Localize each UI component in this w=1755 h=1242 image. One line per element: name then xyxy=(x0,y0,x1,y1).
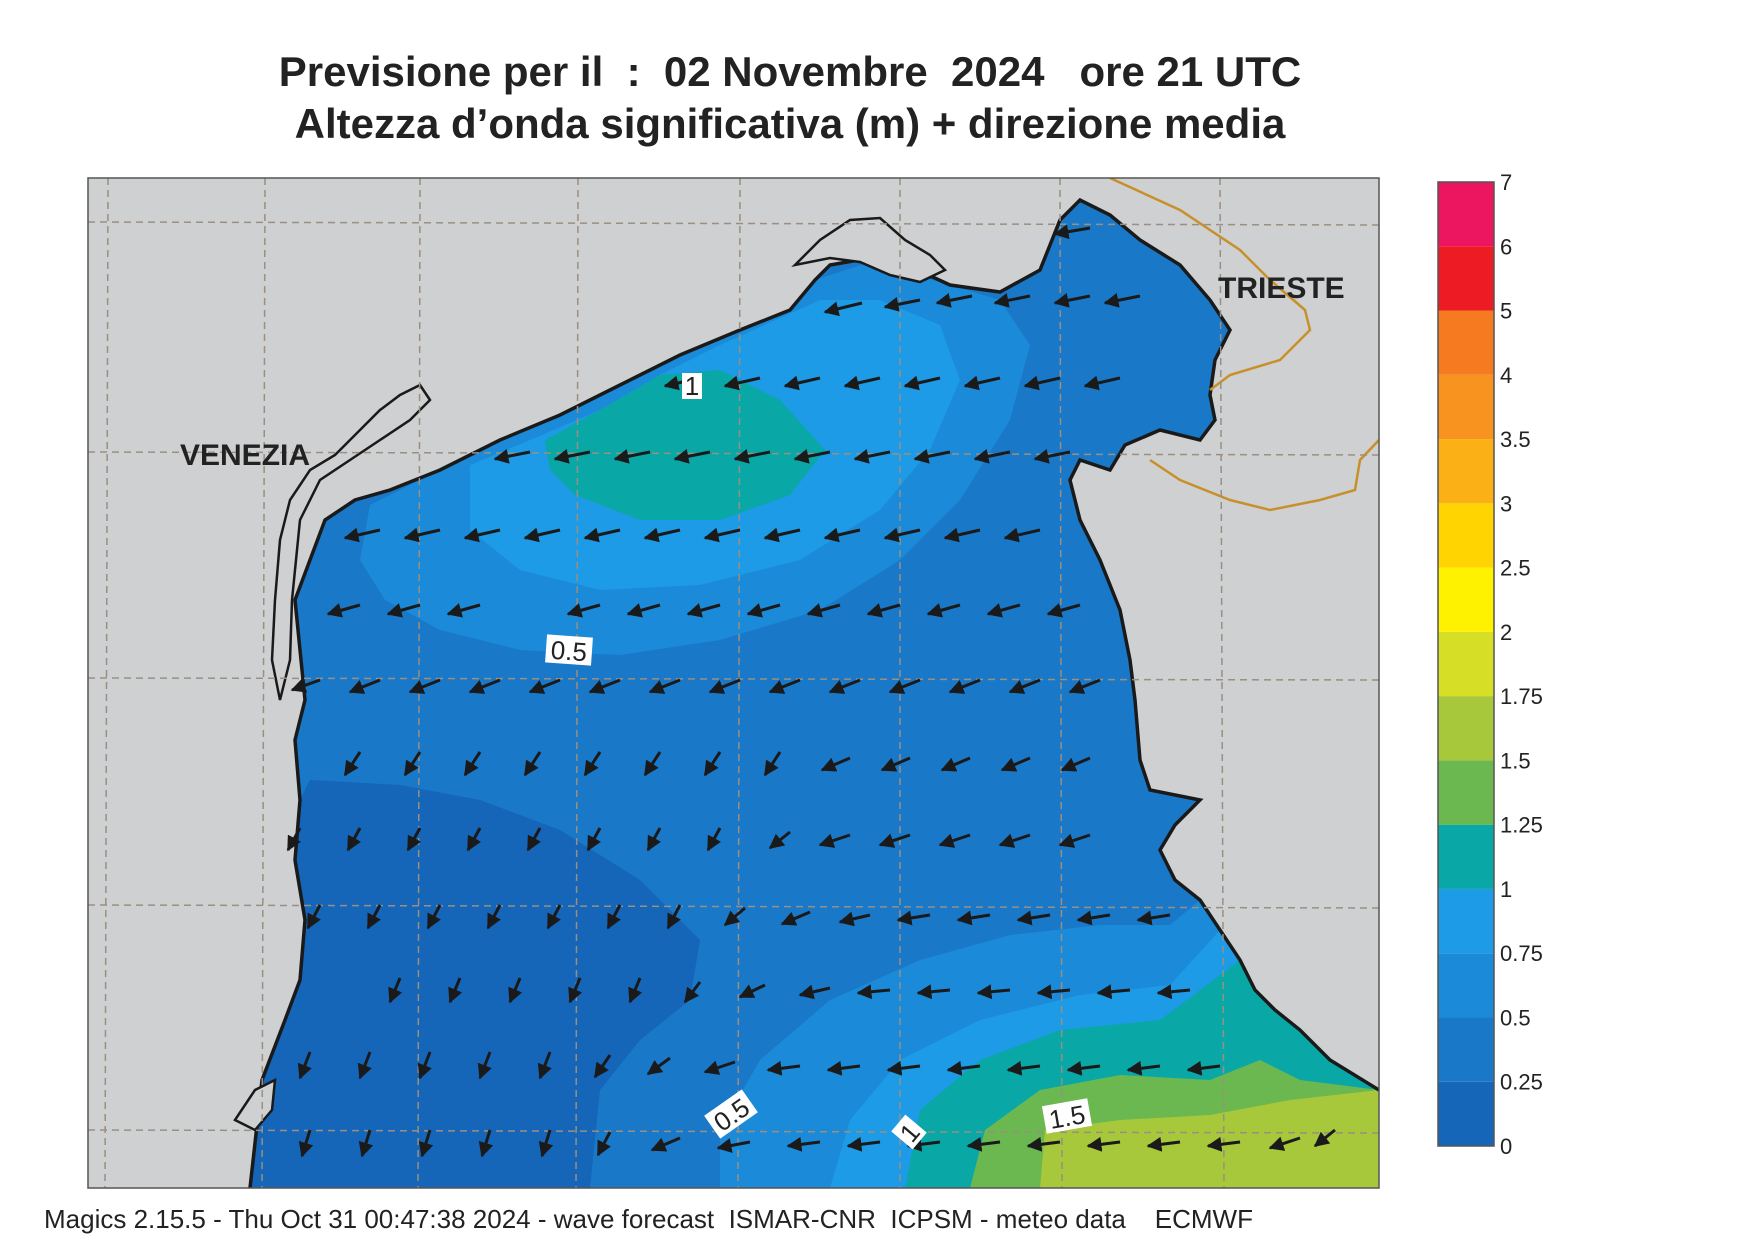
legend-tick-label: 1.25 xyxy=(1500,813,1543,838)
legend-tick-label: 4 xyxy=(1500,363,1512,388)
venice-lagoon xyxy=(270,383,432,701)
city-label-trieste: TRIESTE xyxy=(1218,272,1345,305)
legend-tick-label: 2 xyxy=(1500,620,1512,645)
grid xyxy=(88,178,1379,1188)
map-frame xyxy=(87,177,1380,1189)
legend-tick-label: 6 xyxy=(1500,234,1512,259)
legend-tick-label: 5 xyxy=(1500,299,1512,324)
city-label-venezia: VENEZIA xyxy=(180,439,310,472)
legend-tick-label: 3 xyxy=(1500,491,1512,516)
legend-tick-label: 1.5 xyxy=(1500,748,1531,773)
legend-tick-label: 0.25 xyxy=(1500,1070,1543,1095)
legend-tick-label: 2.5 xyxy=(1500,556,1531,581)
legend-tick-label: 0 xyxy=(1500,1134,1512,1159)
title-line-1: Previsione per il : 02 Novembre 2024 ore… xyxy=(278,48,1302,95)
legend-swatch xyxy=(1438,631,1494,697)
contour-label-1-north: 1 xyxy=(685,371,699,401)
legend-tick-label: 0.5 xyxy=(1500,1005,1531,1030)
country-border xyxy=(1109,178,1379,512)
legend-swatch xyxy=(1438,888,1494,954)
coastline xyxy=(248,197,1379,1188)
legend-swatch xyxy=(1438,824,1494,889)
legend-tick-label: 7 xyxy=(1500,170,1512,195)
legend-swatch xyxy=(1438,503,1494,568)
legend-swatch xyxy=(1438,1081,1494,1146)
legend-swatch xyxy=(1438,310,1494,375)
legend-swatch xyxy=(1438,567,1494,632)
color-legend: 0 0.25 0.5 0.75 1 1.25 1.5 1.75 2 2.5 3 3.5 4 5 6 7 xyxy=(1437,170,1543,1159)
legend-swatch xyxy=(1438,374,1494,440)
band-0-025 xyxy=(250,780,700,1188)
legend-swatch xyxy=(1438,696,1494,761)
band-1-125-north xyxy=(545,370,825,520)
legend-tick-label: 3.5 xyxy=(1500,427,1531,452)
po-delta xyxy=(233,1077,277,1132)
wave-arrows xyxy=(286,224,1336,1158)
legend-swatch xyxy=(1438,439,1494,504)
footer-credits: Magics 2.15.5 - Thu Oct 31 00:47:38 2024… xyxy=(44,1204,1253,1234)
legend-tick-label: 0.75 xyxy=(1500,941,1543,966)
legend-frame xyxy=(1437,181,1495,1147)
legend-swatch xyxy=(1438,1017,1494,1082)
legend-tick-label: 1 xyxy=(1500,877,1512,902)
legend-swatch xyxy=(1438,182,1494,247)
contour-label-15-south: 1.5 xyxy=(1047,1099,1088,1135)
legend-swatch xyxy=(1438,760,1494,825)
legend-swatch xyxy=(1438,246,1494,311)
title-line-2: Altezza d’onda significativa (m) + direz… xyxy=(294,100,1286,147)
contour-label-05-center: 0.5 xyxy=(550,635,588,667)
legend-tick-label: 1.75 xyxy=(1500,684,1543,709)
legend-swatch xyxy=(1438,953,1494,1018)
